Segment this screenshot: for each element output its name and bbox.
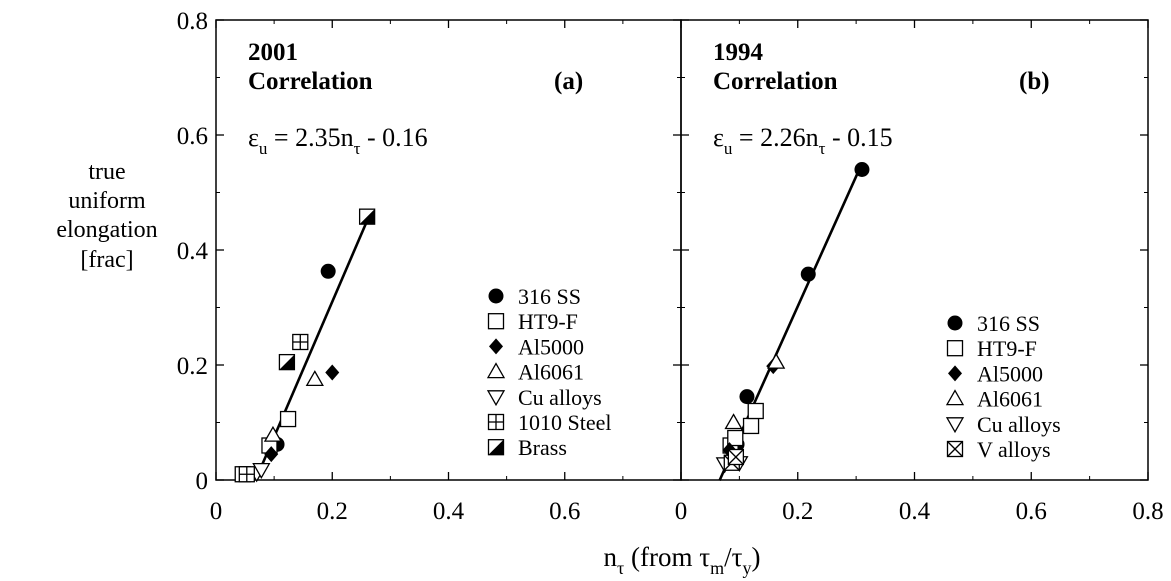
legend-marker-316-ss	[488, 288, 504, 304]
x-axis-label-text: nτ (from τm/τy)	[604, 542, 761, 578]
x-tick-label: 0.8	[1132, 498, 1163, 525]
panel-label: (a)	[554, 68, 583, 95]
point-ht9-f	[727, 429, 744, 447]
y-tick-label: 0.4	[177, 238, 209, 265]
x-tick-label: 0.6	[1016, 498, 1047, 525]
legend-marker-al5000	[489, 338, 503, 355]
x-tick-label: 0	[675, 498, 688, 525]
panel-title-label: Correlation	[713, 68, 838, 95]
point-316-ss	[854, 162, 870, 177]
legend-label-ht9-f: HT9-F	[518, 309, 578, 334]
point-ht9-f	[747, 402, 764, 420]
legend-label-al6061: Al6061	[977, 387, 1043, 412]
panel-title-year: 2001	[248, 39, 298, 66]
point-cu-alloys	[252, 462, 271, 479]
panel-title-year: 1994	[713, 39, 764, 66]
legend-marker-v-alloys	[946, 440, 964, 458]
x-tick-label: 0.4	[899, 498, 931, 525]
y-axis-label: true uniform elongation [frac]	[56, 159, 157, 273]
legend-label-al5000: Al5000	[977, 361, 1043, 386]
point-al6061	[767, 352, 786, 369]
x-tick-label: 0	[210, 498, 223, 525]
point-al6061	[724, 413, 743, 430]
legend-label-cu-alloys: Cu alloys	[977, 412, 1061, 437]
point-ht9-f	[742, 417, 760, 435]
point-ht9-f	[279, 410, 297, 428]
y-tick-label: 0.8	[177, 8, 208, 35]
point-al6061	[263, 425, 283, 442]
legend-marker-ht9-f	[946, 340, 964, 357]
legend-label-316-ss: 316 SS	[518, 284, 581, 309]
legend-marker-cu-alloys	[486, 390, 506, 407]
legend-label-al6061: Al6061	[518, 360, 584, 385]
point-al5000	[264, 446, 279, 463]
y-axis-label-line: true	[88, 159, 125, 185]
legend-label-al5000: Al5000	[518, 334, 584, 359]
point-1010-steel	[238, 466, 255, 483]
fit-equation: εu = 2.26nτ - 0.15	[713, 123, 893, 158]
x-axis-label: nτ (from τm/τy)	[604, 542, 761, 578]
x-tick-label: 0.2	[782, 498, 813, 525]
legend-label-cu-alloys: Cu alloys	[518, 385, 602, 410]
legend-marker-brass	[487, 439, 505, 456]
point-316-ss	[320, 263, 336, 279]
y-axis-label-line: elongation	[56, 217, 157, 243]
panel-label: (b)	[1019, 68, 1050, 95]
point-al5000	[325, 364, 340, 381]
point-v-alloys	[727, 448, 745, 466]
legend-label-1010-steel: 1010 Steel	[518, 410, 612, 435]
y-axis-label-line: [frac]	[80, 247, 133, 273]
legend-marker-316-ss	[947, 315, 963, 331]
x-tick-label: 0.2	[317, 498, 348, 525]
y-tick-label: 0.6	[177, 123, 208, 150]
legend-label-brass: Brass	[518, 435, 567, 460]
y-tick-label: 0	[196, 468, 209, 495]
point-brass	[278, 353, 296, 371]
x-tick-label: 0.6	[549, 498, 580, 525]
legend-marker-1010-steel	[487, 413, 505, 431]
legend-label-v-alloys: V alloys	[977, 437, 1051, 462]
panel-title-label: Correlation	[248, 68, 373, 95]
point-brass	[358, 208, 376, 225]
legend-marker-al5000	[948, 365, 962, 382]
legend-label-316-ss: 316 SS	[977, 311, 1040, 336]
legend-marker-ht9-f	[487, 313, 505, 330]
point-1010-steel	[292, 333, 309, 351]
y-tick-label: 0.2	[177, 353, 208, 380]
legend-marker-al6061	[486, 362, 506, 379]
y-axis-label-line: uniform	[68, 188, 146, 214]
legend-marker-al6061	[945, 389, 965, 406]
fit-equation: εu = 2.35nτ - 0.16	[248, 123, 428, 158]
point-316-ss	[800, 266, 816, 282]
x-tick-label: 0.4	[433, 498, 465, 525]
point-316-ss	[739, 389, 755, 405]
legend-marker-cu-alloys	[945, 417, 965, 434]
legend-label-ht9-f: HT9-F	[977, 336, 1037, 361]
point-al6061	[305, 370, 324, 387]
